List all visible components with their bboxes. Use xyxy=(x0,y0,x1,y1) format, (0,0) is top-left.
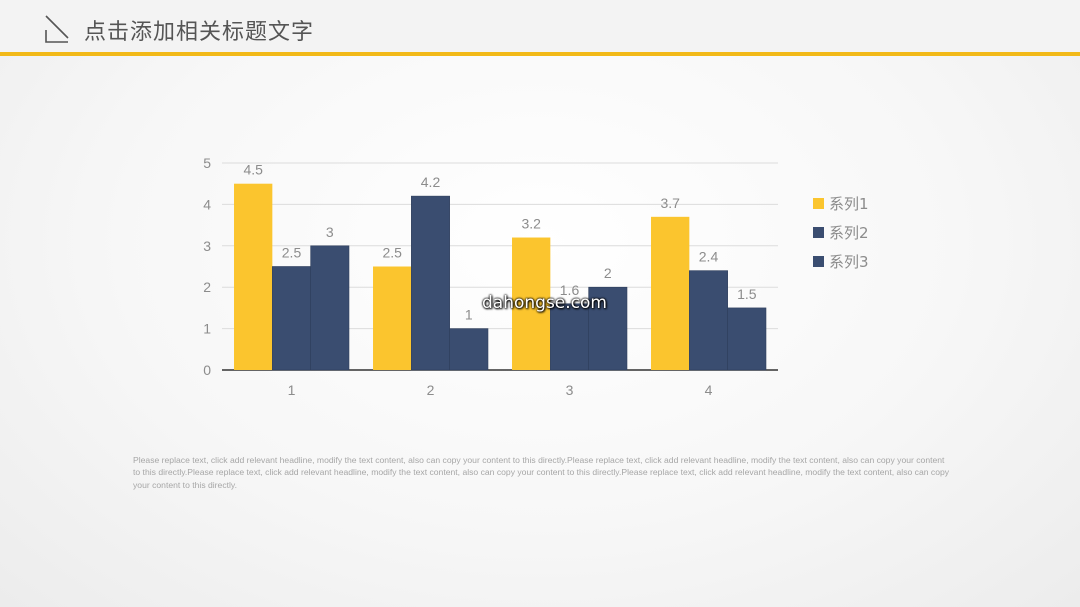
page-title: 点击添加相关标题文字 xyxy=(84,20,315,45)
bar-series3 xyxy=(727,307,767,371)
legend-swatch-series2 xyxy=(813,227,824,238)
x-tick-label: 3 xyxy=(566,382,574,398)
data-label: 1 xyxy=(465,307,473,323)
data-label: 2.5 xyxy=(282,245,302,261)
bar-series1 xyxy=(651,216,690,370)
bar-series3 xyxy=(588,286,628,371)
data-label: 1.6 xyxy=(560,282,580,298)
y-tick-label: 5 xyxy=(203,155,211,171)
bar-series2 xyxy=(411,195,450,371)
y-tick-label: 1 xyxy=(203,321,211,337)
data-label: 3.7 xyxy=(660,195,680,211)
data-label: 1.5 xyxy=(737,286,757,302)
bar-series1 xyxy=(512,237,551,370)
watermark: dahongse.com xyxy=(482,293,607,313)
x-tick-label: 1 xyxy=(288,382,296,398)
body-paragraph: Please replace text, click add relevant … xyxy=(133,455,950,490)
legend-label: 系列2 xyxy=(829,224,869,242)
legend-swatch-series3 xyxy=(813,256,824,267)
data-label: 3.2 xyxy=(521,216,541,232)
data-label: 2 xyxy=(604,265,612,281)
data-label: 3 xyxy=(326,224,334,240)
y-tick-label: 3 xyxy=(203,238,211,254)
legend-label: 系列3 xyxy=(829,253,869,271)
bar-series1 xyxy=(373,266,412,370)
data-label: 4.5 xyxy=(243,162,263,178)
y-tick-label: 0 xyxy=(203,362,211,378)
data-label: 2.5 xyxy=(382,245,402,261)
bar-series3 xyxy=(449,328,489,371)
x-tick-label: 2 xyxy=(427,382,435,398)
y-tick-label: 2 xyxy=(203,279,211,295)
bar-series2 xyxy=(550,303,589,371)
bar-series2 xyxy=(272,266,311,371)
x-tick-label: 4 xyxy=(705,382,713,398)
bar-series1 xyxy=(234,183,273,370)
header xyxy=(0,0,1080,52)
bar-series2 xyxy=(689,270,728,371)
header-accent-bar xyxy=(0,52,1080,56)
bar-series3 xyxy=(310,245,350,371)
data-label: 4.2 xyxy=(421,174,441,190)
arrow-corner-icon xyxy=(45,15,69,43)
y-tick-label: 4 xyxy=(203,196,211,212)
data-label: 2.4 xyxy=(699,249,719,265)
legend-swatch-series1 xyxy=(813,198,824,209)
legend-label: 系列1 xyxy=(829,195,869,213)
